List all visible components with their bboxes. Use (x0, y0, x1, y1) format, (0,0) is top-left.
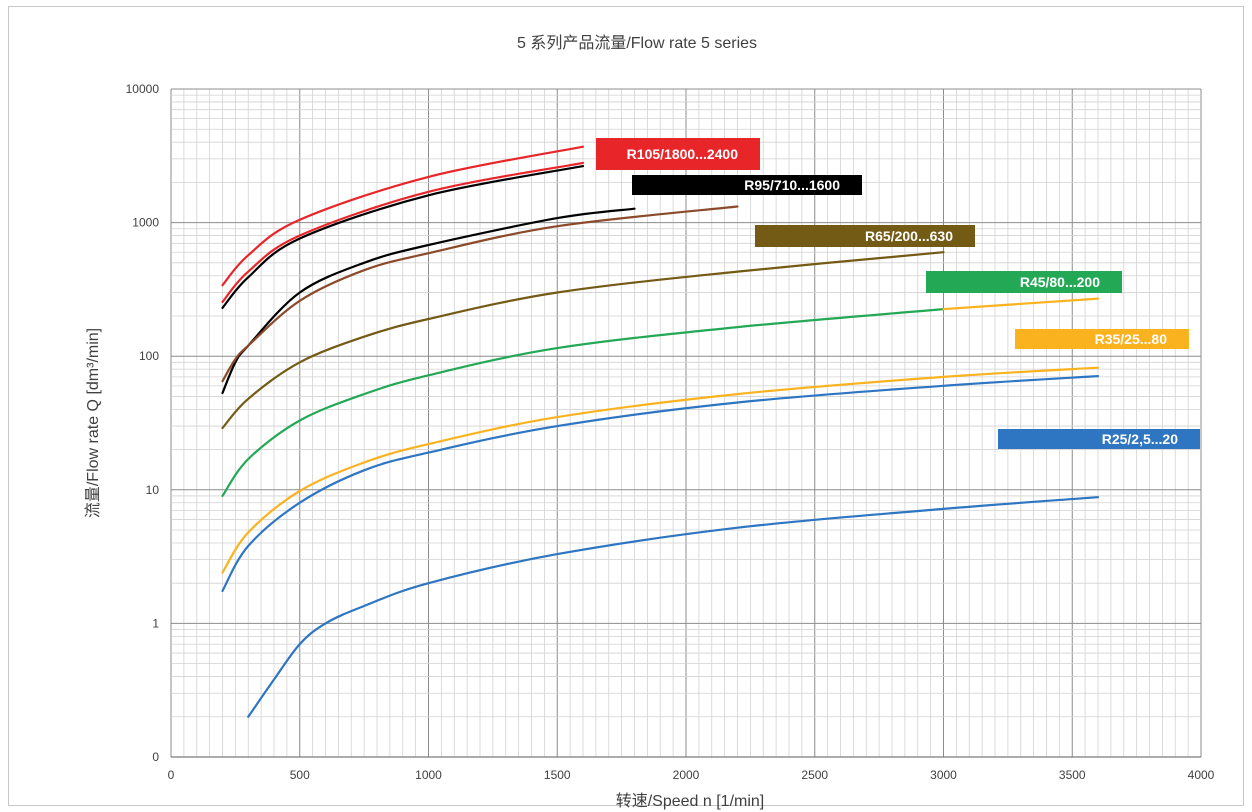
series-label-text: R95/710...1600 (744, 177, 840, 193)
series-label-text: R45/80...200 (1020, 274, 1100, 290)
series-line (221, 375, 1100, 592)
series-label-box (596, 138, 760, 170)
x-tick-label: 0 (168, 768, 175, 782)
x-tick-label: 3500 (1059, 768, 1086, 782)
x-tick-label: 4000 (1188, 768, 1215, 782)
series-line (942, 297, 1100, 311)
series-line (221, 308, 945, 497)
series-lines (221, 145, 1100, 718)
chart-title: 5 系列产品流量/Flow rate 5 series (517, 34, 757, 52)
x-tick-label: 1500 (544, 768, 571, 782)
x-tick-label: 500 (290, 768, 310, 782)
series-label-box (755, 225, 975, 247)
series-line (221, 161, 585, 303)
y-axis-label: 流量/Flow rate Q [dm³/min] (84, 328, 102, 518)
x-axis-label: 转速/Speed n [1/min] (616, 792, 765, 810)
x-tick-label: 2500 (801, 768, 828, 782)
y-tick-label: 1 (152, 616, 159, 630)
series-line (221, 251, 945, 430)
grid-lines (170, 88, 1202, 758)
x-tick-label: 3000 (930, 768, 957, 782)
series-line (221, 205, 739, 383)
series-label-text: R105/1800...2400 (627, 146, 739, 162)
y-tick-label: 10 (146, 483, 160, 497)
series-label-box (926, 271, 1122, 293)
y-tick-label: 100 (139, 349, 159, 363)
y-tick-label: 0 (152, 750, 159, 764)
series-label-text: R25/2,5...20 (1102, 431, 1178, 447)
series-line (221, 145, 585, 287)
tick-labels: 0 500 1000 1500 2000 2500 3000 3500 4000 0 1 10 100 1… (126, 82, 1215, 782)
x-tick-label: 1000 (415, 768, 442, 782)
series-label-text: R65/200...630 (865, 228, 953, 244)
series-labels: R105/1800...2400 R95/710...1600 R65/200...… (596, 138, 1200, 449)
series-line (221, 366, 1100, 574)
series-label-box (1015, 329, 1189, 349)
y-tick-label: 10000 (126, 82, 160, 96)
series-label-box (998, 429, 1200, 449)
x-tick-label: 2000 (673, 768, 700, 782)
y-tick-label: 1000 (132, 216, 159, 230)
series-line (247, 496, 1100, 718)
series-line (221, 165, 585, 309)
series-label-text: R35/25...80 (1095, 331, 1168, 347)
series-line (221, 207, 636, 395)
series-label-box (632, 175, 862, 195)
